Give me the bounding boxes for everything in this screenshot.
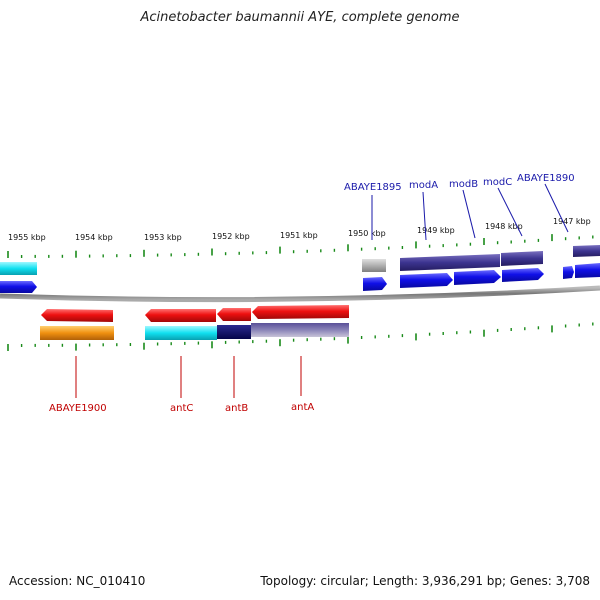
gene-arrow-antC (145, 309, 216, 322)
gene-arrow-modC (502, 268, 544, 282)
gene-arrow-left-forward (0, 281, 37, 293)
label-modB: modB (449, 179, 478, 190)
scale-label-1949: 1949 kbp (417, 226, 455, 235)
feature-gray-ABAYE1895 (362, 259, 386, 272)
leader-ABAYE1890 (544, 183, 569, 233)
scale-label-1947: 1947 kbp (553, 217, 591, 226)
feature-cyan-left (0, 262, 37, 275)
label-antC: antC (170, 403, 193, 414)
map-title: Acinetobacter baumannii AYE, complete ge… (140, 10, 460, 25)
label-antB: antB (225, 403, 248, 414)
inner-tick-marks (7, 322, 594, 351)
scale-label-1955: 1955 kbp (8, 233, 46, 242)
outer-tick-marks (7, 234, 594, 258)
feature-purple-antA (251, 323, 349, 337)
gene-arrow-antA (252, 305, 349, 319)
label-modC: modC (483, 177, 512, 188)
feature-purple-ABAYE1890 (573, 245, 600, 257)
scale-label-1948: 1948 kbp (485, 222, 523, 231)
gene-arrow-ABAYE1890-b (575, 263, 600, 278)
gene-arrow-ABAYE1900 (41, 309, 113, 322)
scale-label-1953: 1953 kbp (144, 233, 182, 242)
scale-label-1954: 1954 kbp (75, 233, 113, 242)
label-ABAYE1895: ABAYE1895 (344, 182, 402, 193)
label-ABAYE1890: ABAYE1890 (517, 173, 575, 184)
genome-summary-text: Topology: circular; Length: 3,936,291 bp… (260, 574, 590, 588)
label-antA: antA (291, 402, 314, 413)
gene-arrow-ABAYE1895 (363, 277, 387, 291)
label-ABAYE1900: ABAYE1900 (49, 403, 107, 414)
scale-label-1950: 1950 kbp (348, 229, 386, 238)
scale-label-1951: 1951 kbp (280, 231, 318, 240)
feature-orange-ABAYE1900 (40, 326, 114, 340)
scale-label-1952: 1952 kbp (212, 232, 250, 241)
accession-text: Accession: NC_010410 (9, 574, 146, 588)
leader-modA (422, 191, 427, 241)
gene-arrow-modB (454, 270, 501, 285)
label-modA: modA (409, 180, 438, 191)
feature-purple-mod (400, 254, 500, 271)
genome-backbone (0, 285, 600, 303)
feature-cyan-antC (145, 326, 217, 340)
feature-navy-antB (217, 325, 251, 339)
gene-arrow-modA (400, 273, 453, 288)
feature-purple-modC (501, 251, 543, 266)
gene-arrow-ABAYE1890-a (563, 266, 574, 279)
gene-arrow-antB (217, 308, 251, 321)
leader-modB (462, 189, 476, 239)
leader-modC (497, 187, 523, 237)
